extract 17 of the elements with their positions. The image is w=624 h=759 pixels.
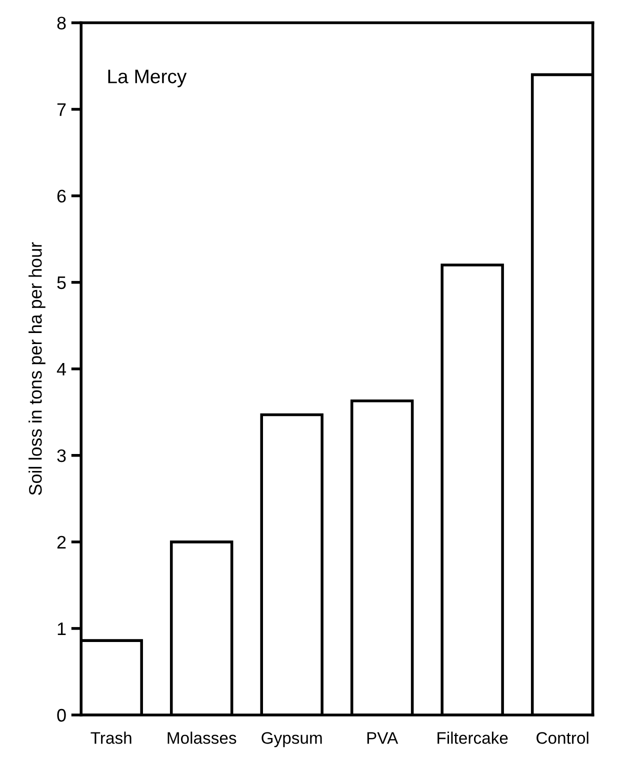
y-tick-label: 3 <box>57 449 66 462</box>
x-tick-label: Trash <box>90 732 132 744</box>
y-tick-label: 8 <box>57 16 66 30</box>
x-tick-label: Gypsum <box>262 732 322 748</box>
y-tick-label: 4 <box>56 362 66 376</box>
y-tick-label: 6 <box>57 190 66 203</box>
y-tick-label: 2 <box>57 536 66 548</box>
y-tick-label: 0 <box>57 708 66 722</box>
x-tick-label: Control <box>536 732 588 744</box>
y-tick-label: 5 <box>57 276 66 290</box>
annotation: La Mercy <box>108 70 187 88</box>
x-tick-label: PVA <box>367 732 398 744</box>
y-tick-label: 7 <box>57 103 66 116</box>
y-tick-label: 1 <box>58 622 66 635</box>
x-tick-label: Filtercake <box>438 732 508 744</box>
y-axis-title: Soil loss in tons per ha per hour <box>28 242 46 496</box>
x-tick-label: Molasses <box>168 732 236 744</box>
